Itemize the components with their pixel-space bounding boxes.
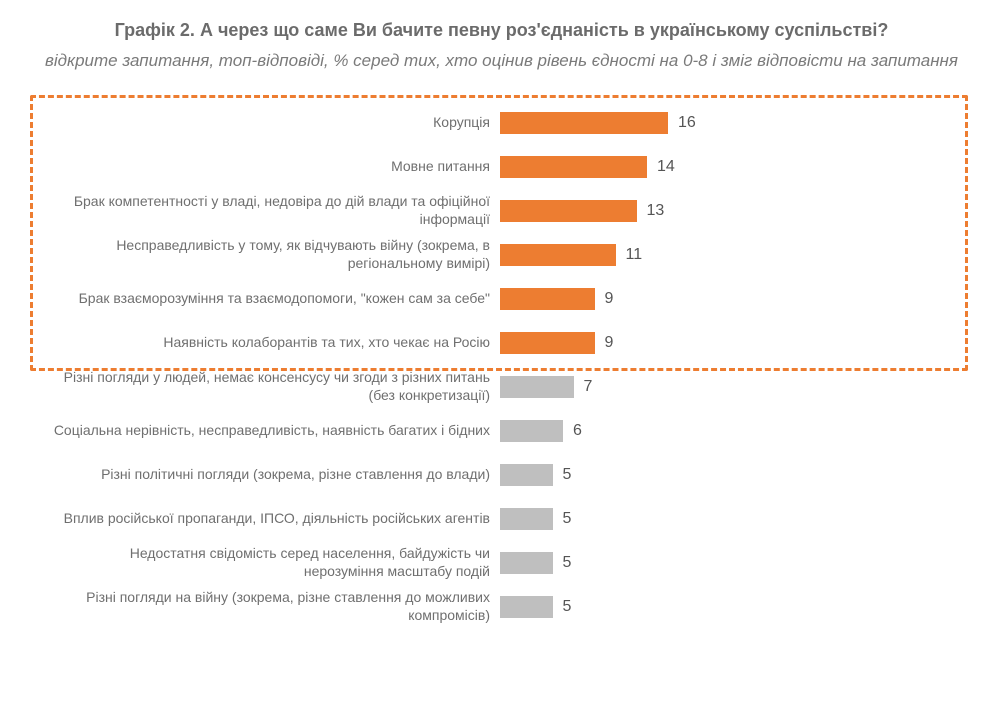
bar-value: 13 bbox=[647, 202, 665, 220]
bar-label: Різні політичні погляди (зокрема, різне … bbox=[50, 466, 500, 484]
bar-area: 5 bbox=[500, 464, 953, 486]
bar-area: 16 bbox=[500, 112, 953, 134]
bar-row: Мовне питання 14 bbox=[50, 147, 953, 187]
bar bbox=[500, 112, 668, 134]
chart-area: Корупція 16 Мовне питання 14 Брак компетентн… bbox=[30, 103, 973, 627]
bar-area: 14 bbox=[500, 156, 953, 178]
bar-area: 9 bbox=[500, 288, 953, 310]
chart-subtitle: відкрите запитання, топ-відповіді, % сер… bbox=[30, 49, 973, 73]
bar-row: Брак компетентності у владі, недовіра до… bbox=[50, 191, 953, 231]
bar bbox=[500, 200, 637, 222]
bar bbox=[500, 376, 574, 398]
bar bbox=[500, 244, 616, 266]
bar-row: Наявність колаборантів та тих, хто чекає… bbox=[50, 323, 953, 363]
bar-row: Брак взаєморозуміння та взаємодопомоги, … bbox=[50, 279, 953, 319]
bar-label: Недостатня свідомість серед населення, б… bbox=[50, 545, 500, 580]
bar-label: Несправедливість у тому, як відчувають в… bbox=[50, 237, 500, 272]
bar bbox=[500, 552, 553, 574]
bar-label: Різні погляди у людей, немає консенсусу … bbox=[50, 369, 500, 404]
bar-area: 6 bbox=[500, 420, 953, 442]
bar-value: 5 bbox=[563, 554, 572, 572]
chart-title: Графік 2. А через що саме Ви бачите певн… bbox=[30, 20, 973, 41]
bar-row: Різні політичні погляди (зокрема, різне … bbox=[50, 455, 953, 495]
bar bbox=[500, 288, 595, 310]
bar-value: 5 bbox=[563, 598, 572, 616]
bar-row: Різні погляди у людей, немає консенсусу … bbox=[50, 367, 953, 407]
bar-row: Соціальна нерівність, несправедливість, … bbox=[50, 411, 953, 451]
bar-label: Різні погляди на війну (зокрема, різне с… bbox=[50, 589, 500, 624]
bar-label: Мовне питання bbox=[50, 158, 500, 176]
bar-row: Корупція 16 bbox=[50, 103, 953, 143]
bar-label: Соціальна нерівність, несправедливість, … bbox=[50, 422, 500, 440]
bar bbox=[500, 420, 563, 442]
bar-row: Несправедливість у тому, як відчувають в… bbox=[50, 235, 953, 275]
bar bbox=[500, 508, 553, 530]
bar-row: Вплив російської пропаганди, ІПСО, діяль… bbox=[50, 499, 953, 539]
bar bbox=[500, 464, 553, 486]
bar-label: Наявність колаборантів та тих, хто чекає… bbox=[50, 334, 500, 352]
bar bbox=[500, 332, 595, 354]
bar-label: Брак взаєморозуміння та взаємодопомоги, … bbox=[50, 290, 500, 308]
bar-value: 9 bbox=[605, 290, 614, 308]
bar-value: 5 bbox=[563, 466, 572, 484]
bar-label: Корупція bbox=[50, 114, 500, 132]
bar-area: 11 bbox=[500, 244, 953, 266]
bar-area: 13 bbox=[500, 200, 953, 222]
bar-row: Різні погляди на війну (зокрема, різне с… bbox=[50, 587, 953, 627]
bar bbox=[500, 596, 553, 618]
bar-area: 9 bbox=[500, 332, 953, 354]
bar-area: 7 bbox=[500, 376, 953, 398]
bar-value: 6 bbox=[573, 422, 582, 440]
bar-label: Вплив російської пропаганди, ІПСО, діяль… bbox=[50, 510, 500, 528]
bar-value: 16 bbox=[678, 114, 696, 132]
bar-label: Брак компетентності у владі, недовіра до… bbox=[50, 193, 500, 228]
bar-value: 9 bbox=[605, 334, 614, 352]
bar-area: 5 bbox=[500, 552, 953, 574]
bar bbox=[500, 156, 647, 178]
bar-area: 5 bbox=[500, 596, 953, 618]
bar-value: 5 bbox=[563, 510, 572, 528]
bar-value: 7 bbox=[584, 378, 593, 396]
bar-value: 11 bbox=[626, 246, 643, 264]
bar-value: 14 bbox=[657, 158, 675, 176]
bar-area: 5 bbox=[500, 508, 953, 530]
bar-row: Недостатня свідомість серед населення, б… bbox=[50, 543, 953, 583]
